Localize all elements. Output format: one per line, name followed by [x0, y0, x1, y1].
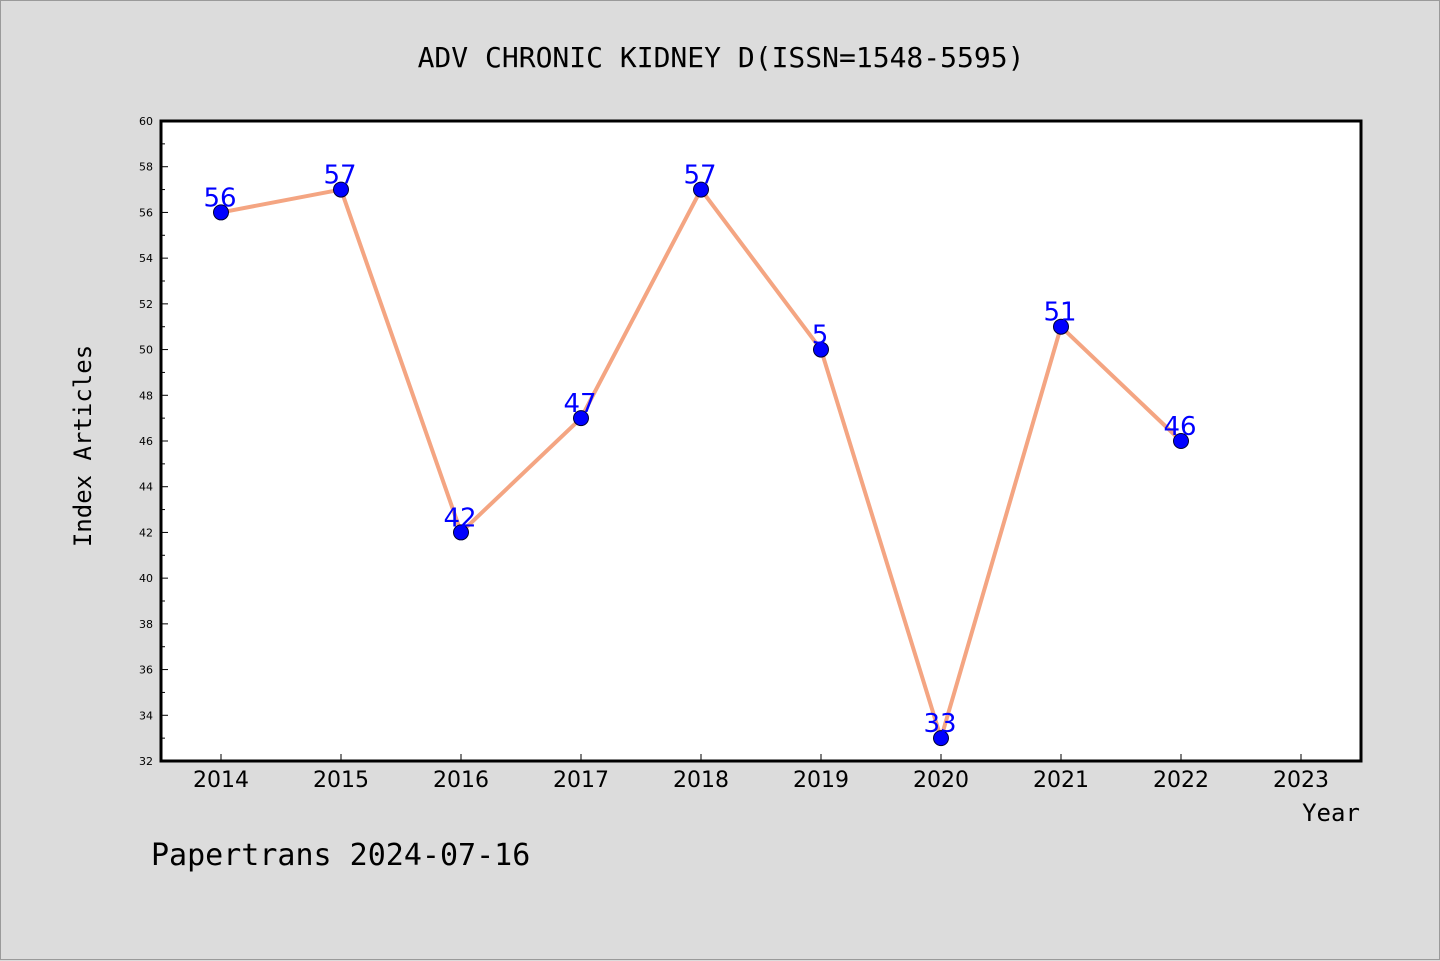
x-tick-label: 2014 — [193, 768, 249, 793]
x-axis-label: Year — [1302, 799, 1360, 827]
data-point — [813, 341, 829, 358]
data-label: 46 — [1163, 412, 1196, 442]
data-point — [693, 181, 709, 198]
x-tick-label: 2023 — [1273, 768, 1329, 793]
y-tick-label: 48 — [139, 389, 153, 402]
plot-area — [159, 119, 1363, 763]
y-tick-label: 58 — [139, 161, 153, 174]
chart-title: ADV CHRONIC KIDNEY D(ISSN=1548-5595) — [418, 41, 1025, 74]
y-tick-label: 60 — [139, 115, 153, 128]
data-label: 51 — [1043, 298, 1076, 328]
y-tick-label: 46 — [139, 435, 153, 448]
y-tick-label: 52 — [139, 298, 153, 311]
y-tick-label: 50 — [139, 344, 153, 357]
data-point — [1173, 433, 1189, 449]
x-tick-label: 2018 — [673, 768, 729, 793]
data-point — [333, 181, 349, 198]
y-axis-label: Index Articles — [69, 345, 97, 547]
y-tick-label: 40 — [139, 572, 153, 585]
x-tick-label: 2015 — [313, 768, 369, 793]
x-tick-label: 2017 — [553, 768, 609, 793]
y-tick-label: 42 — [139, 526, 153, 539]
data-point — [573, 410, 589, 427]
data-point — [1053, 318, 1069, 335]
y-axis: 32 34 36 38 40 42 44 46 48 50 52 54 56 58 60 — [139, 115, 168, 768]
data-point — [933, 730, 949, 747]
markers-group — [213, 181, 1189, 747]
data-label: 47 — [563, 389, 596, 419]
data-label: 57 — [323, 161, 356, 191]
data-point — [453, 524, 469, 541]
data-point — [213, 204, 229, 221]
x-tick-label: 2019 — [793, 768, 849, 793]
data-label: 56 — [203, 183, 236, 213]
y-tick-label: 44 — [139, 481, 153, 494]
data-label: 42 — [443, 503, 476, 533]
y-tick-label: 32 — [139, 755, 153, 768]
footer-stamp: Papertrans 2024-07-16 — [151, 838, 530, 873]
x-tick-label: 2020 — [913, 768, 969, 793]
y-tick-label: 54 — [139, 252, 153, 265]
x-tick-label: 2021 — [1033, 768, 1089, 793]
y-tick-label: 36 — [139, 664, 153, 677]
data-label: 57 — [683, 161, 716, 191]
x-tick-label: 2022 — [1153, 768, 1209, 793]
y-tick-label: 34 — [139, 709, 153, 722]
data-labels-group: 56 57 42 47 57 5 33 51 46 — [203, 161, 1196, 740]
y-tick-label: 38 — [139, 618, 153, 631]
x-axis: 2014 2015 2016 2017 2018 2019 2020 2021 2022 2023 — [193, 754, 1329, 793]
x-tick-label: 2016 — [433, 768, 489, 793]
data-label: 5 — [812, 321, 829, 351]
data-label: 33 — [923, 709, 956, 739]
y-tick-label: 56 — [139, 206, 153, 219]
